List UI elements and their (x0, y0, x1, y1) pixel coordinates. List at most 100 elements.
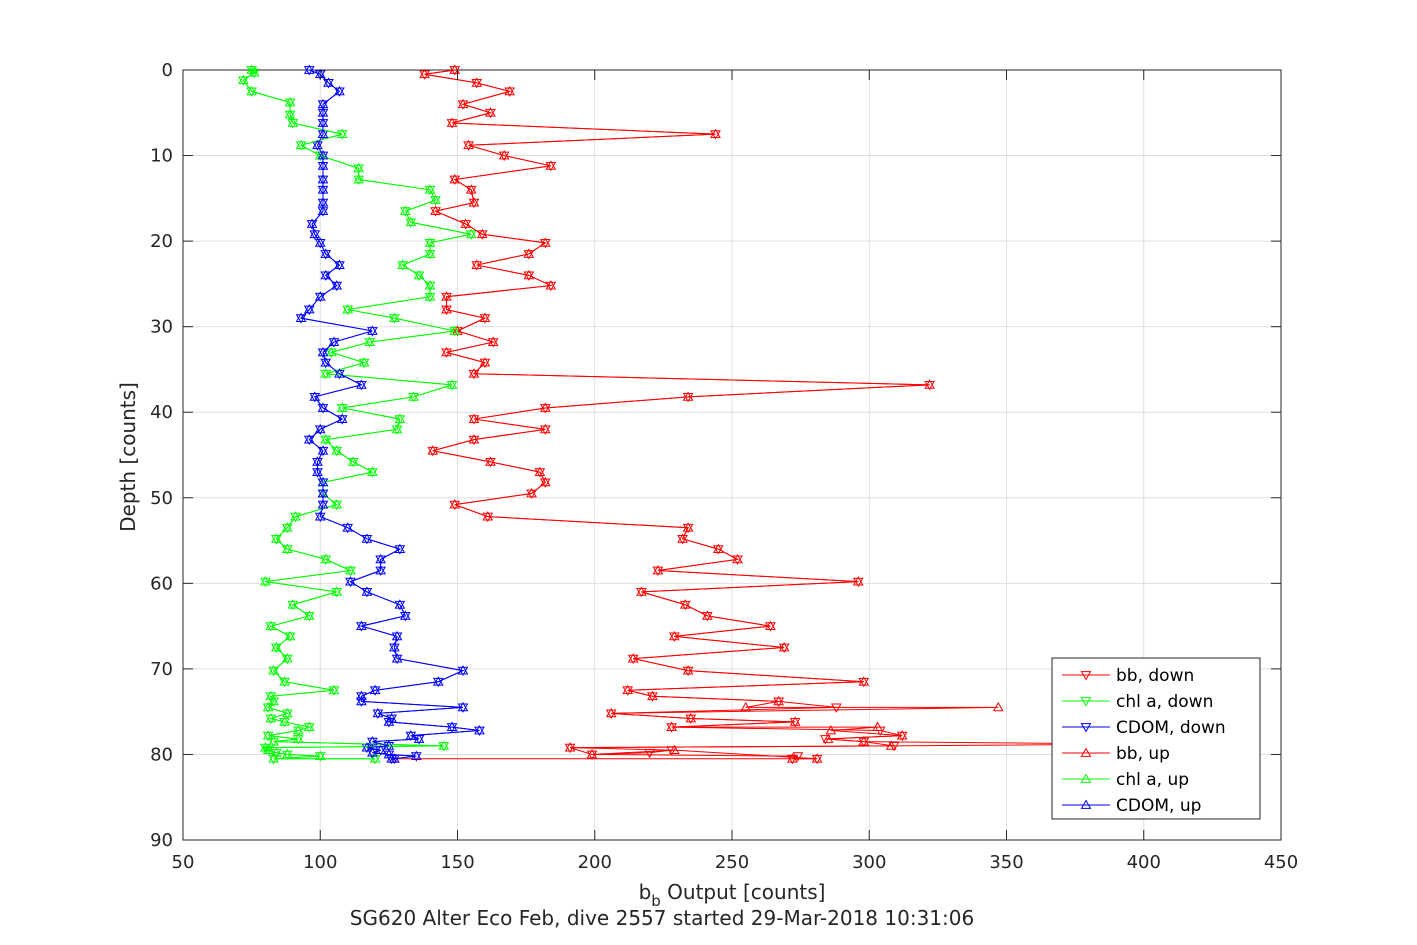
data-point (523, 269, 535, 280)
data-point (317, 205, 329, 216)
data-point (345, 576, 356, 586)
data-point (430, 194, 441, 204)
data-point (685, 713, 697, 723)
data-point (317, 160, 329, 170)
legend-marker (1080, 671, 1092, 681)
data-point (287, 600, 299, 611)
data-point (238, 76, 249, 86)
data-point (389, 643, 400, 654)
data-point (290, 511, 301, 521)
data-point (281, 543, 293, 553)
data-point (430, 205, 441, 216)
data-point (309, 392, 321, 403)
legend-entry: chl a, up (1062, 770, 1189, 790)
data-point (825, 724, 837, 735)
data-point (778, 641, 790, 652)
legend-label: chl a, down (1116, 692, 1213, 712)
data-point (449, 175, 461, 186)
data-point (270, 534, 282, 545)
data-point (320, 271, 332, 281)
data-point (413, 733, 425, 743)
data-point (394, 545, 406, 555)
data-point (369, 684, 381, 695)
data-point (284, 630, 296, 641)
data-point (317, 476, 329, 487)
data-point (314, 511, 326, 521)
data-point (303, 64, 315, 74)
data-point (295, 312, 307, 322)
data-point (279, 716, 290, 726)
data-point (383, 716, 395, 726)
data-point (424, 291, 436, 301)
data-point (270, 643, 282, 654)
legend-entry: chl a, down (1062, 692, 1213, 712)
series-bb-up (389, 64, 1150, 763)
series-chl-a-down (238, 66, 477, 765)
y-tick-label: 80 (150, 744, 173, 765)
data-point (479, 357, 491, 367)
legend-label: bb, down (1116, 666, 1194, 686)
series-line (242, 69, 472, 760)
data-point (457, 665, 469, 675)
data-point (317, 107, 329, 117)
data-point (317, 402, 329, 412)
data-point (281, 522, 293, 532)
data-point (295, 141, 307, 151)
data-point (287, 599, 299, 609)
data-point (369, 754, 381, 765)
data-point (334, 85, 345, 96)
data-point (317, 100, 329, 110)
data-point (424, 281, 436, 292)
data-point (391, 632, 403, 642)
data-point (449, 64, 461, 74)
data-point (394, 413, 406, 423)
data-point (460, 218, 472, 228)
data-point (314, 425, 326, 435)
data-point (317, 197, 329, 207)
data-point (441, 292, 452, 303)
data-point (306, 220, 318, 230)
data-point (303, 305, 315, 316)
data-point (328, 684, 340, 695)
data-point (314, 291, 326, 301)
data-point (320, 248, 332, 258)
data-point (270, 747, 282, 757)
data-point (317, 446, 329, 457)
data-point (268, 666, 279, 677)
data-point (732, 553, 743, 564)
data-point (789, 716, 801, 726)
data-point (471, 259, 483, 269)
legend-label: chl a, up (1116, 770, 1189, 790)
data-point (303, 435, 315, 446)
data-point (270, 533, 282, 543)
data-point (290, 512, 301, 523)
data-point (710, 128, 721, 139)
data-point (325, 346, 337, 357)
data-point (281, 523, 293, 534)
data-point (468, 434, 480, 444)
data-point (419, 68, 430, 79)
data-point (811, 754, 823, 765)
data-point (246, 66, 257, 76)
data-point (682, 522, 694, 532)
data-point (666, 721, 677, 731)
legend-entry: bb, down (1062, 666, 1194, 686)
data-point (317, 174, 329, 184)
data-point (677, 533, 688, 543)
data-point (787, 753, 798, 763)
data-point (545, 280, 557, 290)
data-point (356, 692, 367, 702)
data-point (265, 690, 277, 701)
data-point (523, 248, 535, 258)
x-tick-label: 150 (440, 852, 474, 873)
data-point (460, 220, 472, 230)
data-point (410, 750, 422, 761)
data-point (369, 753, 381, 763)
data-point (787, 754, 798, 765)
data-point (858, 676, 870, 686)
data-point (268, 754, 279, 765)
data-point (367, 466, 378, 476)
data-point (317, 346, 329, 357)
data-point (712, 543, 724, 553)
data-point (399, 207, 411, 217)
